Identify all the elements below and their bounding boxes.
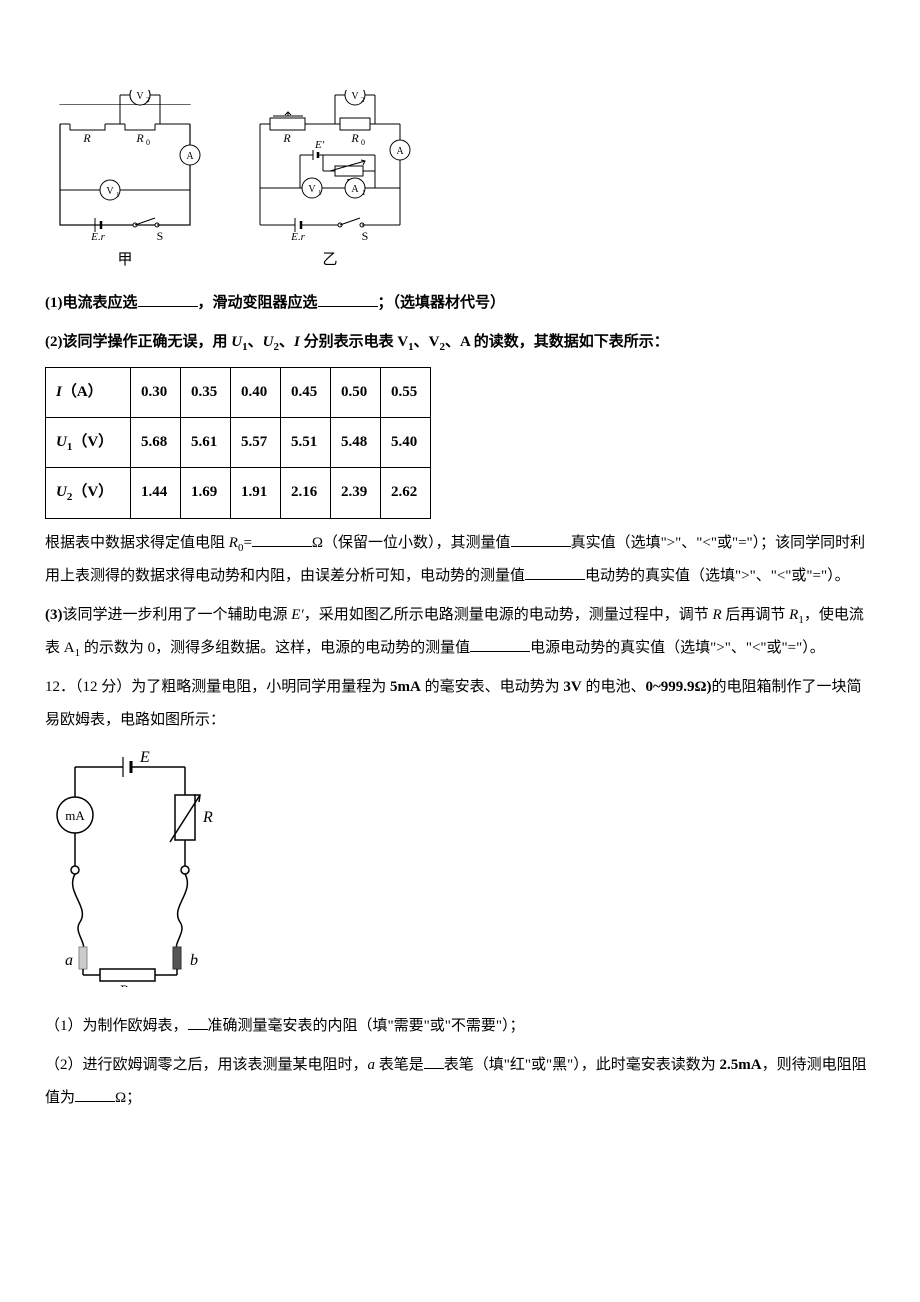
q12-1-blank (188, 1015, 208, 1030)
circuit-jia-svg: V 2 R R 0 V (45, 90, 205, 240)
svg-text:R: R (282, 131, 291, 145)
table-cell: 2.62 (381, 468, 431, 518)
question-2-intro: (2)该同学操作正确无误，用 U1、U2、I 分别表示电表 V1、V2、A 的读… (45, 326, 875, 359)
q2-after-a: 根据表中数据求得定值电阻 R0= (45, 535, 252, 551)
svg-text:R: R (135, 131, 144, 145)
svg-text:2: 2 (361, 96, 365, 104)
circuit-jia: V 2 R R 0 V (45, 90, 205, 277)
q12-intro-text: 12．（12 分）为了粗略测量电阻，小明同学用量程为 5mA 的毫安表、电动势为… (45, 679, 862, 728)
question-12-1: （1）为制作欧姆表， 准确测量毫安表的内阻（填"需要"或"不需要"）； (45, 1010, 875, 1043)
table-cell: 5.61 (181, 418, 231, 468)
table-cell: 5.57 (231, 418, 281, 468)
circuit-jia-label: 甲 (117, 244, 132, 277)
q1-text-a: (1)电流表应选 (45, 295, 138, 311)
svg-text:b: b (190, 952, 198, 969)
svg-text:S: S (362, 229, 369, 240)
svg-text:E,r: E,r (90, 231, 105, 240)
q12-2-a: （2）进行欧姆调零之后，用该表测量某电阻时，a 表笔是 (45, 1057, 424, 1073)
question-1: (1)电流表应选 ，滑动变阻器应选 ；（选填器材代号） (45, 287, 875, 320)
q3-blank (470, 637, 530, 652)
svg-text:A: A (396, 146, 404, 157)
svg-text:R: R (350, 131, 359, 145)
circuit-yi-svg: R R 0 V 2 A E′ (245, 90, 415, 240)
q12-2-blank-1 (424, 1054, 444, 1069)
q2-blank-cmp1 (511, 532, 571, 547)
table-cell: 1.91 (231, 468, 281, 518)
table-cell: 1.69 (181, 468, 231, 518)
data-table: I（A） 0.30 0.35 0.40 0.45 0.50 0.55 U1（V）… (45, 367, 431, 518)
question-12-2: （2）进行欧姆调零之后，用该表测量某电阻时，a 表笔是表笔（填"红"或"黑"），… (45, 1049, 875, 1115)
circuit-diagrams-row: V 2 R R 0 V (45, 90, 875, 277)
svg-text:V: V (351, 91, 359, 102)
question-12-intro: 12．（12 分）为了粗略测量电阻，小明同学用量程为 5mA 的毫安表、电动势为… (45, 671, 875, 737)
svg-text:0: 0 (146, 138, 150, 147)
svg-text:S: S (157, 229, 164, 240)
question-2-after: 根据表中数据求得定值电阻 R0=Ω（保留一位小数），其测量值真实值（选填">"、… (45, 527, 875, 593)
q12-1-b: 准确测量毫安表的内阻（填"需要"或"不需要"）； (208, 1018, 525, 1034)
circuit-yi-label: 乙 (322, 244, 337, 277)
svg-text:A: A (186, 151, 194, 162)
q12-2-c: Ω； (115, 1090, 141, 1106)
svg-text:E,r: E,r (290, 231, 305, 240)
svg-text:R: R (82, 131, 91, 145)
svg-text:0: 0 (361, 138, 365, 147)
svg-text:1: 1 (318, 189, 322, 197)
table-cell: 0.45 (281, 368, 331, 418)
q3-b: 电源电动势的真实值（选填">"、"<"或"="）。 (530, 640, 825, 656)
q2-blank-cmp2 (525, 565, 585, 580)
table-cell: 0.55 (381, 368, 431, 418)
table-cell: 0.50 (331, 368, 381, 418)
svg-text:2: 2 (146, 96, 150, 104)
q1-blank-2 (318, 292, 378, 307)
table-cell: 2.39 (331, 468, 381, 518)
q1-blank-1 (138, 292, 198, 307)
svg-text:V: V (106, 186, 114, 197)
table-row: U1（V） 5.68 5.61 5.57 5.51 5.48 5.40 (46, 418, 431, 468)
table-header: I（A） (46, 368, 131, 418)
circuit-yi: R R 0 V 2 A E′ (245, 90, 415, 277)
svg-text:a: a (65, 952, 73, 969)
svg-text:1: 1 (362, 189, 366, 197)
svg-text:A: A (351, 184, 359, 195)
question-3: (3)该同学进一步利用了一个辅助电源 E′，采用如图乙所示电路测量电源的电动势，… (45, 599, 875, 665)
q12-2-blank-2 (75, 1087, 115, 1102)
svg-text:1: 1 (116, 191, 120, 199)
table-cell: 5.68 (131, 418, 181, 468)
q2-after-d: 电动势的真实值（选填">"、"<"或"="）。 (585, 568, 850, 584)
q1-text-b: ，滑动变阻器应选 (198, 295, 318, 311)
svg-text:V: V (308, 184, 316, 195)
svg-text:E′: E′ (314, 139, 325, 151)
q1-text-c: ；（选填器材代号） (378, 295, 506, 311)
svg-text:R: R (202, 809, 213, 826)
table-cell: 5.51 (281, 418, 331, 468)
table-cell: 0.40 (231, 368, 281, 418)
svg-text:V: V (136, 91, 144, 102)
table-row: I（A） 0.30 0.35 0.40 0.45 0.50 0.55 (46, 368, 431, 418)
table-cell: 5.48 (331, 418, 381, 468)
table-cell: 1.44 (131, 468, 181, 518)
table-cell: 5.40 (381, 418, 431, 468)
q2-blank-r0 (252, 532, 312, 547)
table-header: U2（V） (46, 468, 131, 518)
table-header: U1（V） (46, 418, 131, 468)
q12-1-a: （1）为制作欧姆表， (45, 1018, 188, 1034)
svg-text:E: E (139, 749, 150, 766)
q2-after-b: Ω（保留一位小数），其测量值 (312, 535, 511, 551)
svg-text:mA: mA (65, 808, 85, 823)
svg-text:Rx: Rx (118, 983, 135, 987)
q2-intro-text: (2)该同学操作正确无误，用 U1、U2、I 分别表示电表 V1、V2、A 的读… (45, 334, 669, 350)
ohm-meter-svg: E mA R a b Rx (45, 747, 225, 987)
table-row: U2（V） 1.44 1.69 1.91 2.16 2.39 2.62 (46, 468, 431, 518)
table-cell: 0.30 (131, 368, 181, 418)
table-cell: 0.35 (181, 368, 231, 418)
ohm-meter-diagram: E mA R a b Rx (45, 747, 875, 1000)
table-cell: 2.16 (281, 468, 331, 518)
